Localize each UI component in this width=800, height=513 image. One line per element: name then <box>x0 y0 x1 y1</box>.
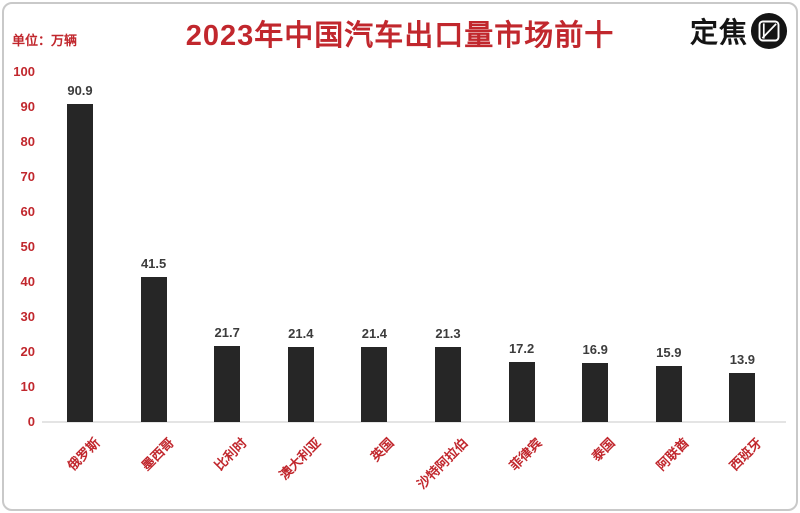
chart-title: 2023年中国汽车出口量市场前十 <box>185 20 615 52</box>
bar-value-label: 16.9 <box>582 341 608 357</box>
y-axis-tick-label: 70 <box>20 169 35 184</box>
bar <box>140 276 167 422</box>
y-axis-tick-label: 100 <box>13 64 35 79</box>
y-axis-tick-label: 10 <box>20 379 35 394</box>
bar-value-label: 41.5 <box>140 255 167 271</box>
bar-value-label: 13.9 <box>729 352 756 368</box>
brand-logo: 定焦 <box>690 11 788 51</box>
x-axis-line <box>42 421 786 423</box>
bar <box>582 362 609 422</box>
bar-value-label: 17.2 <box>508 340 535 356</box>
y-axis-tick-label: 90 <box>20 99 35 114</box>
y-axis-tick-label: 60 <box>20 204 35 219</box>
bar <box>67 103 93 422</box>
brand-name: 定焦 <box>689 17 748 48</box>
y-axis-tick-label: 80 <box>20 134 35 149</box>
bar-value-label: 21.3 <box>435 326 461 342</box>
bar-value-label: 21.4 <box>288 326 314 342</box>
y-axis-tick-label: 40 <box>20 274 35 289</box>
focus-frame-icon <box>750 12 788 50</box>
unit-label: 单位：万辆 <box>12 33 78 48</box>
y-axis-tick-label: 30 <box>20 309 35 324</box>
bar <box>287 347 314 422</box>
bar <box>214 346 241 422</box>
bar-value-label: 90.9 <box>67 82 93 98</box>
bar-value-label: 15.9 <box>656 345 682 361</box>
bar <box>361 347 388 422</box>
y-axis-tick-label: 0 <box>27 414 35 429</box>
bar <box>655 366 682 422</box>
y-axis-tick-label: 50 <box>20 239 35 254</box>
bar <box>435 347 461 422</box>
bar-value-label: 21.7 <box>214 325 240 341</box>
y-axis-tick-label: 20 <box>20 344 35 359</box>
bar <box>729 373 756 422</box>
bar <box>508 361 535 422</box>
bar-value-label: 21.4 <box>361 326 388 342</box>
